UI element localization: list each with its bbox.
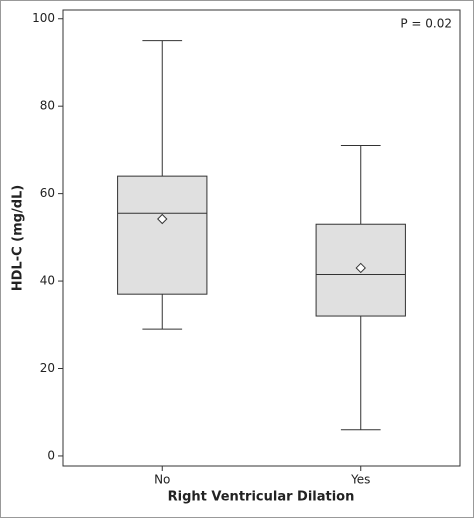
- x-axis-label: Right Ventricular Dilation: [168, 490, 355, 505]
- plot-area: [62, 9, 461, 467]
- box: [117, 175, 208, 295]
- y-tick-label: 0: [47, 448, 55, 462]
- y-axis-label: HDL-C (mg/dL): [11, 185, 26, 292]
- y-tick-label: 20: [40, 361, 55, 375]
- mean-marker: [157, 213, 168, 225]
- y-tick-label: 100: [32, 11, 55, 25]
- x-tick-label: Yes: [350, 473, 370, 487]
- y-tick-label: 40: [40, 274, 55, 288]
- y-tick-label: 80: [40, 99, 55, 113]
- mean-marker: [355, 262, 366, 274]
- annotation: P = 0.02: [400, 17, 452, 31]
- x-tick-label: No: [154, 473, 170, 487]
- y-tick-label: 60: [40, 186, 55, 200]
